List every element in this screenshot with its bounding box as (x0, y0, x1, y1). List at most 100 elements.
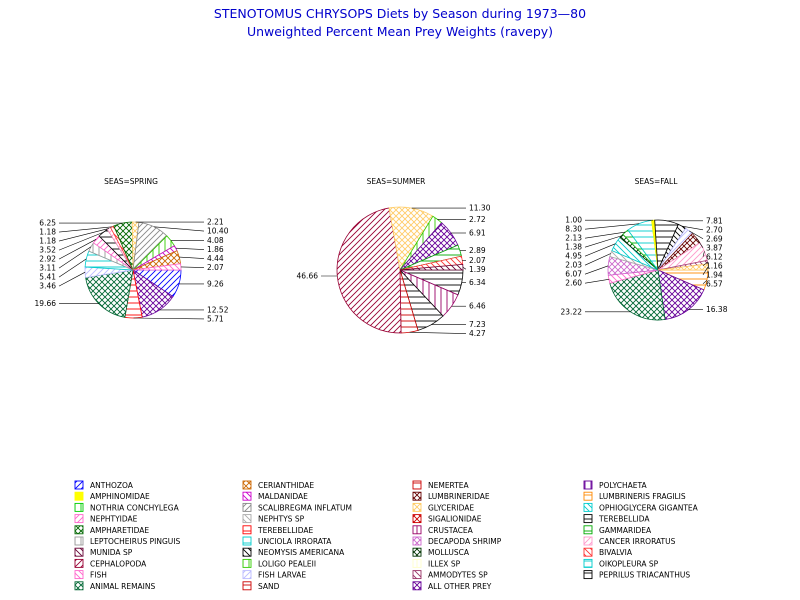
legend-swatch (583, 480, 593, 490)
slice-value-label: 2.70 (706, 225, 723, 234)
slice-value-label: 6.57 (706, 279, 723, 288)
legend-swatch (412, 536, 422, 546)
pie-seas-summer: SEAS=SUMMER 46.66 11.30 2.72 6.91 2.892.071.3… (297, 177, 491, 338)
chart-title: STENOTOMUS CHRYSOPS Diets by Season duri… (214, 6, 586, 21)
slice-value-label: 6.34 (469, 278, 486, 287)
slice-value-label: 2.60 (565, 279, 582, 288)
leader-line (584, 235, 622, 248)
legend-swatch (74, 547, 84, 557)
legend-label: GAMMARIDEA (599, 526, 652, 535)
legend-label: TEREBELLIDAE (257, 526, 313, 535)
pie-slice-cephalopoda (336, 207, 402, 334)
slice-value-label: 6.91 (469, 229, 486, 238)
legend-label: NEPHTYIDAE (90, 515, 138, 524)
legend-swatch (412, 547, 422, 557)
pie-seas-fall: SEAS=FALL1.008.302.131.384.952.036.072.6… (561, 177, 728, 321)
legend-label: ANTHOZOA (90, 481, 134, 490)
legend-label: SAND (258, 582, 280, 591)
legend-item-scalibregma-inflatum: SCALIBREGMA INFLATUM (242, 502, 352, 512)
legend-swatch (242, 581, 252, 591)
leader-line (58, 228, 110, 242)
slice-value-label: 1.18 (39, 237, 56, 246)
slice-value-label: 4.44 (207, 254, 224, 263)
legend-label: FISH (90, 571, 107, 580)
legend-item-loligo-pealeii: LOLIGO PEALEII (242, 558, 316, 568)
pie-slice-animal-remains (85, 269, 134, 318)
legend-label: POLYCHAETA (599, 481, 648, 490)
slice-value-label: 2.89 (469, 246, 486, 255)
slice-value-label: 4.08 (207, 236, 224, 245)
legend-swatch (583, 547, 593, 557)
legend-item-amphinomidae: AMPHINOMIDAE (74, 491, 150, 501)
legend-item-cancer-irroratus: CANCER IRRORATUS (583, 536, 676, 546)
slice-value-label: 6.25 (39, 219, 56, 228)
legend-swatch (583, 570, 593, 580)
slice-value-label: 6.46 (469, 302, 486, 311)
legend-label: CEPHALOPODA (90, 559, 147, 568)
slice-value-label: 8.30 (565, 225, 582, 234)
leader-line (462, 266, 467, 270)
legend-item-lumbrineridae: LUMBRINERIDAE (412, 491, 490, 501)
legend-label: TEREBELLIDA (598, 515, 650, 524)
legend-item-nephtys-sp: NEPHTYS SP (242, 514, 305, 524)
leader-line (702, 266, 709, 275)
slice-value-label: 1.16 (706, 261, 723, 270)
legend-swatch (74, 536, 84, 546)
pie-slice-fish (132, 263, 182, 271)
legend-label: OIKOPLEURA SP (599, 559, 659, 568)
slice-value-label: 2.07 (207, 263, 224, 272)
slice-value-label: 10.40 (207, 227, 229, 236)
slice-value-label: 7.81 (706, 216, 723, 225)
leader-line (179, 256, 205, 259)
legend-label: LOLIGO PEALEII (258, 559, 316, 568)
slice-value-label: 3.11 (39, 264, 56, 273)
legend-swatch (583, 558, 593, 568)
legend-swatch (242, 547, 252, 557)
leader-line (409, 332, 467, 334)
legend-item-mollusca: MOLLUSCA (412, 547, 470, 557)
legend-swatch (412, 502, 422, 512)
slice-value-label: 1.00 (565, 216, 582, 225)
slice-value-label: 2.13 (565, 234, 582, 243)
slice-value-label: 2.07 (469, 256, 486, 265)
legend-swatch (74, 581, 84, 591)
legend-item-anthozoa: ANTHOZOA (74, 480, 134, 490)
legend-item-gammaridea: GAMMARIDEA (583, 525, 652, 535)
legend-label: NEOMYSIS AMERICANA (258, 548, 345, 557)
legend-swatch (412, 491, 422, 501)
legend-label: SCALIBREGMA INFLATUM (258, 503, 352, 512)
legend-item-neomysis-americana: NEOMYSIS AMERICANA (242, 547, 345, 557)
legend-label: NEPHTYS SP (258, 515, 305, 524)
legend-swatch (74, 570, 84, 580)
legend-swatch (583, 514, 593, 524)
leader-line (153, 226, 205, 232)
pie-slice-animal-remains (609, 269, 666, 321)
legend-item-glyceridae: GLYCERIDAE (412, 502, 474, 512)
leader-line (584, 279, 609, 284)
legend-item-maldanidae: MALDANIDAE (242, 491, 308, 501)
pie-slice-glyceridae (657, 263, 709, 271)
slice-value-label: 3.87 (706, 243, 723, 252)
leader-line (702, 261, 708, 267)
legend-item-all-other-prey: ALL OTHER PREY (412, 581, 492, 591)
legend-item-sigalionidae: SIGALIONIDAE (412, 514, 482, 524)
legend-swatch (242, 570, 252, 580)
slice-value-label: 46.66 (297, 272, 319, 281)
leader-line (682, 225, 704, 231)
legend-swatch (242, 525, 252, 535)
slice-value-label: 6.07 (565, 270, 582, 279)
slice-value-label: 11.30 (469, 204, 491, 213)
slice-value-label: 5.71 (207, 314, 224, 323)
legend-swatch (583, 525, 593, 535)
pie-seas-spring: SEAS=SPRING6.251.181.183.522.923.115.413… (35, 177, 229, 323)
legend-item-nephtyidae: NEPHTYIDAE (74, 514, 138, 524)
legend-swatch (74, 525, 84, 535)
slice-value-label: 1.94 (706, 270, 723, 279)
legend-label: ANIMAL REMAINS (90, 582, 155, 591)
legend-label: LUMBRINERIS FRAGILIS (599, 492, 686, 501)
slice-value-label: 4.95 (565, 252, 582, 261)
legend-swatch (412, 570, 422, 580)
leader-line (58, 246, 92, 269)
legend-item-fish-larvae: FISH LARVAE (242, 570, 306, 580)
